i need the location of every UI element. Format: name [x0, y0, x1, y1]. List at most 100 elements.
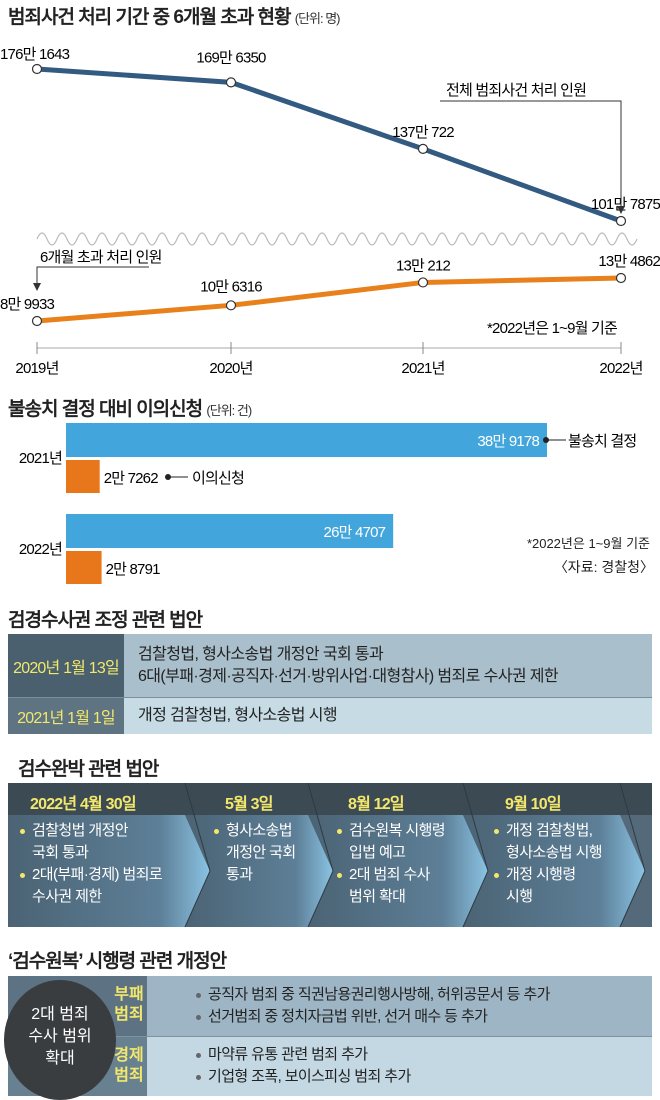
row-text: 6대(부패·경제·공직자·선거·방위사업·대형참사) 범죄로 수사권 제한: [138, 667, 559, 685]
title-text: 범죄사건 처리 기간 중 6개월 초과 현황: [8, 7, 291, 28]
bar-chart-title: 불송치 결정 대비 이의신청 (단위: 건): [8, 394, 252, 421]
bar-objection: [66, 460, 100, 493]
over6m-label-leader: [36, 266, 149, 286]
step-text: 시행: [506, 888, 533, 905]
section3-title: 검경수사권 조정 관련 법안: [8, 610, 203, 631]
bar-non-referral: [66, 514, 394, 548]
list-item: 공직자 범죄 중 직권남용권리행사방해, 허위공문서 등 추가: [196, 984, 550, 1006]
unit-label: (단위: 건): [206, 403, 252, 418]
y-category-label: 2021년: [19, 450, 62, 467]
data-point: [615, 272, 627, 284]
circle-text: 2대 범죄: [31, 1006, 89, 1023]
step-text: 국회 통과: [32, 844, 89, 861]
data-point: [417, 143, 429, 155]
title-text: 불송치 결정 대비 이의신청: [8, 399, 203, 420]
data-label: 169만 6350: [196, 49, 266, 66]
scope-circle: 2대 범죄 수사 범위 확대: [4, 980, 116, 1100]
bar-objection: [66, 551, 102, 584]
x-tick-label: 2020년: [209, 360, 252, 377]
data-label: 101만 7875: [591, 196, 660, 213]
axis-break-wave: [36, 232, 638, 246]
data-label: 13만 4862: [598, 253, 660, 270]
category-text: 부패: [114, 986, 144, 1003]
step-text: 2대(부패·경제) 범죄로: [32, 866, 163, 883]
circle-text: 수사 범위: [28, 1028, 92, 1045]
step-text: 통과: [226, 866, 253, 883]
data-point: [31, 63, 43, 75]
bar-chart-note: *2022년은 1~9월 기준: [526, 536, 650, 551]
data-label: 137만 722: [392, 124, 454, 141]
data-label: 13만 212: [396, 257, 451, 274]
step-text: 입법 예고: [349, 844, 406, 861]
series-line: [36, 275, 622, 324]
line-chart-note: *2022년은 1~9월 기준: [487, 320, 618, 337]
legend-non-referral: 불송치 결정: [568, 433, 636, 450]
data-label: 8만 9933: [0, 296, 55, 313]
step-text: 2대 범죄 수사: [349, 866, 430, 883]
step-date: 9월 10일: [505, 796, 562, 813]
bar-value-label: 2만 8791: [106, 561, 161, 578]
total-series-label: 전체 범죄사건 처리 인원: [446, 82, 586, 99]
over6m-series-label: 6개월 초과 처리 인원: [40, 249, 162, 266]
circle-text: 확대: [45, 1050, 75, 1067]
unit-label: (단위: 명): [294, 11, 341, 26]
table-row: 2021년 1월 1일 개정 검찰청법, 형사소송법 시행: [8, 698, 652, 734]
list-item: 기업형 조폭, 보이스피싱 범죄 추가: [196, 1066, 411, 1088]
table-row: 2020년 1월 13일 검찰청법, 형사소송법 개정안 국회 통과 6대(부패…: [8, 634, 652, 697]
group-items: 공직자 범죄 중 직권남용권리행사방해, 허위공문서 등 추가 선거범죄 중 정…: [196, 984, 550, 1028]
bar-value-label: 26만 4707: [324, 524, 386, 541]
step-date: 2022년 4월 30일: [30, 796, 137, 813]
x-tick-label: 2019년: [15, 360, 58, 377]
step-text: 검수원복 시행령: [349, 822, 446, 839]
row-text: 검찰청법, 형사소송법 개정안 국회 통과: [138, 645, 384, 663]
row-date: 2021년 1월 1일: [8, 698, 124, 734]
row-text: 개정 검찰청법, 형사소송법 시행: [138, 707, 338, 724]
data-point: [225, 77, 237, 88]
data-point: [225, 300, 237, 311]
section5-title: ‘검수원복’ 시행령 관련 개정안: [8, 951, 227, 972]
data-label: 10만 6316: [200, 278, 262, 295]
line-chart: 2019년 2020년 2021년 2022년 176만 1643 169만 6350 1…: [0, 46, 660, 377]
step-text: 개정 검찰청법,: [506, 822, 593, 839]
step-text: 검찰청법 개정안: [32, 822, 129, 839]
step-text: 수사권 제한: [32, 888, 102, 905]
step-body: 형사소송법 개정안 국회 통과: [212, 820, 296, 886]
data-point: [417, 277, 429, 288]
timeline-band: [8, 783, 652, 928]
arrow-head: [33, 283, 41, 291]
list-item: 마약류 유통 관련 범죄 추가: [196, 1044, 411, 1066]
data-label: 176만 1643: [0, 46, 70, 63]
y-category-label: 2022년: [19, 541, 62, 558]
bar-value-label: 38만 9178: [477, 433, 539, 450]
step-date: 8월 12일: [348, 796, 405, 813]
source-label: 〈자료: 경찰청〉: [553, 559, 654, 575]
bar-value-label: 2만 7262: [104, 470, 159, 487]
category-text: 범죄: [114, 1006, 144, 1023]
step-body: 검찰청법 개정안 국회 통과 2대(부패·경제) 범죄로 수사권 제한: [18, 820, 163, 908]
series-line: [36, 66, 622, 224]
category-text: 범죄: [114, 1067, 144, 1084]
step-text: 형사소송법: [226, 822, 293, 839]
section4-title: 검수완박 관련 법안: [18, 759, 159, 780]
total-label-leader: [440, 100, 622, 210]
data-point: [615, 215, 627, 227]
bar-non-referral: [66, 423, 547, 457]
arrow-head: [617, 206, 625, 214]
step-body: 검수원복 시행령 입법 예고 2대 범죄 수사 범위 확대: [335, 820, 446, 908]
group-items: 마약류 유통 관련 범죄 추가 기업형 조폭, 보이스피싱 범죄 추가: [196, 1044, 411, 1088]
step-text: 개정 시행령: [506, 866, 576, 883]
step-date: 5월 3일: [225, 796, 273, 813]
x-tick-label: 2022년: [599, 360, 642, 377]
legend-objection: 이의신청: [192, 470, 244, 487]
step-text: 개정안 국회: [226, 844, 296, 861]
step-text: 범위 확대: [349, 888, 406, 905]
step-body: 개정 검찰청법, 형사소송법 시행 개정 시행령 시행: [492, 820, 603, 908]
data-point: [31, 315, 43, 327]
bar-chart: 2021년 38만 9178 2만 7262 2022년 26만 4707 2만 8791…: [19, 423, 637, 584]
list-item: 선거범죄 중 정치자금법 위반, 선거 매수 등 추가: [196, 1006, 550, 1028]
x-tick-label: 2021년: [401, 360, 444, 377]
category-text: 경제: [114, 1047, 144, 1064]
line-chart-title: 범죄사건 처리 기간 중 6개월 초과 현황 (단위: 명): [8, 2, 340, 29]
